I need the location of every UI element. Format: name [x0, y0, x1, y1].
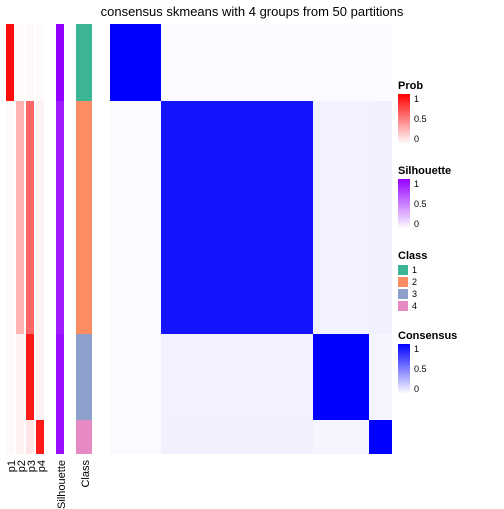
legend-prob: Prob 1 0.5 0: [398, 80, 498, 144]
legend-item: 2: [398, 276, 498, 288]
legend-item: 3: [398, 288, 498, 300]
anno-track-class: [76, 24, 92, 454]
legend-swatch: [398, 301, 408, 311]
legend-class: Class 1 2 3 4: [398, 250, 498, 312]
legend-title: Silhouette: [398, 165, 498, 177]
legend-tick: 0: [414, 219, 427, 229]
anno-track-p1: [6, 24, 14, 454]
consensus-heatmap: [110, 24, 392, 454]
legend-item: 1: [398, 264, 498, 276]
heatmap-cell: [369, 420, 392, 454]
heatmap-cell: [110, 420, 161, 454]
heatmap-cell: [313, 24, 369, 101]
heatmap-cell: [161, 334, 313, 420]
legend-item: 4: [398, 300, 498, 312]
anno-track-p3: [26, 24, 34, 454]
heatmap-cell: [161, 420, 313, 454]
legend-tick: 1: [414, 94, 427, 104]
legend-gradient: [398, 94, 410, 144]
legend-label: 1: [412, 265, 417, 275]
heatmap-cell: [110, 334, 161, 420]
legend-swatch: [398, 277, 408, 287]
legend-tick: 0.5: [414, 364, 427, 374]
heatmap-cell: [313, 101, 369, 333]
anno-label: p4: [36, 460, 48, 472]
heatmap-cell: [313, 334, 369, 420]
heatmap-cell: [369, 24, 392, 101]
legend-tick: 0: [414, 384, 427, 394]
legend-title: Consensus: [398, 330, 498, 342]
legend-consensus: Consensus 1 0.5 0: [398, 330, 498, 394]
legend-tick: 1: [414, 179, 427, 189]
legend-label: 4: [412, 301, 417, 311]
plot-title: consensus skmeans with 4 groups from 50 …: [0, 4, 504, 19]
heatmap-cell: [161, 24, 313, 101]
legend-label: 3: [412, 289, 417, 299]
legend-label: 2: [412, 277, 417, 287]
anno-track-p4: [36, 24, 44, 454]
legend-title: Prob: [398, 80, 498, 92]
legend-gradient: [398, 344, 410, 394]
legend-swatch: [398, 289, 408, 299]
anno-track-silhouette: [56, 24, 64, 454]
heatmap-cell: [369, 101, 392, 333]
legend-title: Class: [398, 250, 498, 262]
heatmap-cell: [110, 24, 161, 101]
legend-tick: 0.5: [414, 199, 427, 209]
legend-tick: 0.5: [414, 114, 427, 124]
heatmap-cell: [110, 101, 161, 333]
anno-track-p2: [16, 24, 24, 454]
anno-label: Class: [80, 460, 92, 488]
legend-tick: 0: [414, 134, 427, 144]
heatmap-cell: [313, 420, 369, 454]
heatmap-cell: [369, 334, 392, 420]
legend-silhouette: Silhouette 1 0.5 0: [398, 165, 498, 229]
legend-swatch: [398, 265, 408, 275]
legend-tick: 1: [414, 344, 427, 354]
legend-gradient: [398, 179, 410, 229]
anno-label: Silhouette: [56, 460, 68, 509]
heatmap-cell: [161, 101, 313, 333]
